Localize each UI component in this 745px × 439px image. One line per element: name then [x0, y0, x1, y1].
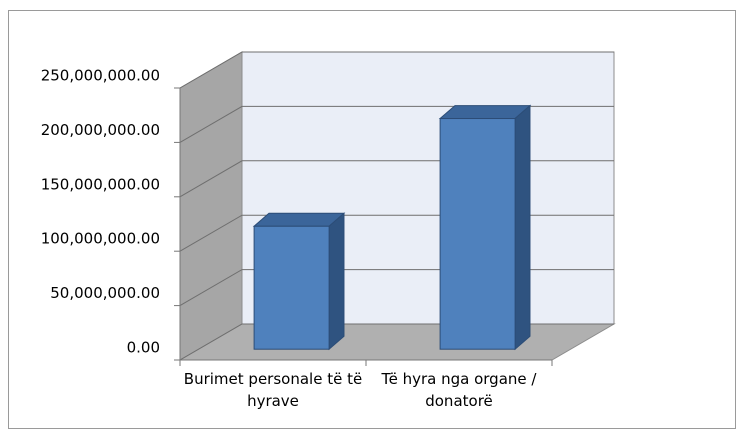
y-tick-label: 100,000,000.00 — [41, 230, 160, 248]
bar-side — [328, 212, 345, 351]
y-tick-label: 150,000,000.00 — [41, 175, 160, 193]
side-wall — [179, 51, 243, 361]
bar-side — [514, 104, 531, 351]
y-tick-label: 250,000,000.00 — [41, 67, 160, 85]
bar-top — [252, 212, 346, 227]
x-tick-label: Të hyra nga organe / donatorë — [381, 370, 537, 410]
x-tick-label: Burimet personale të të hyrave — [183, 370, 363, 410]
bar — [439, 118, 516, 350]
y-tick-label: 200,000,000.00 — [41, 121, 160, 139]
y-tick-label: 50,000,000.00 — [50, 284, 160, 302]
y-tick-label: 0.00 — [127, 339, 160, 357]
bar — [253, 225, 330, 350]
floor — [178, 323, 616, 361]
grid-line — [179, 51, 614, 89]
bar-top — [438, 105, 532, 120]
